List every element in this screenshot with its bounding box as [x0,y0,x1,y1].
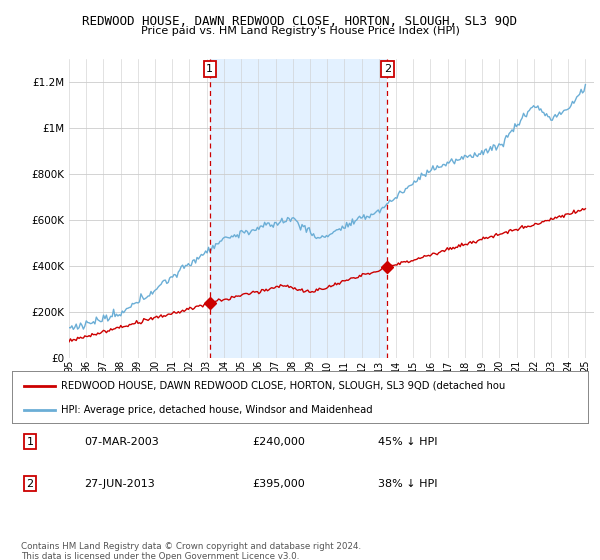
Text: HPI: Average price, detached house, Windsor and Maidenhead: HPI: Average price, detached house, Wind… [61,405,373,415]
Text: 2: 2 [26,479,34,489]
Text: 45% ↓ HPI: 45% ↓ HPI [378,437,437,447]
Text: 1: 1 [206,64,214,74]
Text: REDWOOD HOUSE, DAWN REDWOOD CLOSE, HORTON, SLOUGH, SL3 9QD (detached hou: REDWOOD HOUSE, DAWN REDWOOD CLOSE, HORTO… [61,381,505,391]
Text: REDWOOD HOUSE, DAWN REDWOOD CLOSE, HORTON, SLOUGH, SL3 9QD: REDWOOD HOUSE, DAWN REDWOOD CLOSE, HORTO… [83,15,517,27]
Text: £395,000: £395,000 [252,479,305,489]
Text: 07-MAR-2003: 07-MAR-2003 [84,437,159,447]
Text: 1: 1 [26,437,34,447]
Text: Contains HM Land Registry data © Crown copyright and database right 2024.
This d: Contains HM Land Registry data © Crown c… [21,542,361,560]
Text: £240,000: £240,000 [252,437,305,447]
Text: 38% ↓ HPI: 38% ↓ HPI [378,479,437,489]
Bar [210,59,387,358]
Text: Price paid vs. HM Land Registry's House Price Index (HPI): Price paid vs. HM Land Registry's House … [140,26,460,36]
Text: 2: 2 [384,64,391,74]
Text: 27-JUN-2013: 27-JUN-2013 [84,479,155,489]
